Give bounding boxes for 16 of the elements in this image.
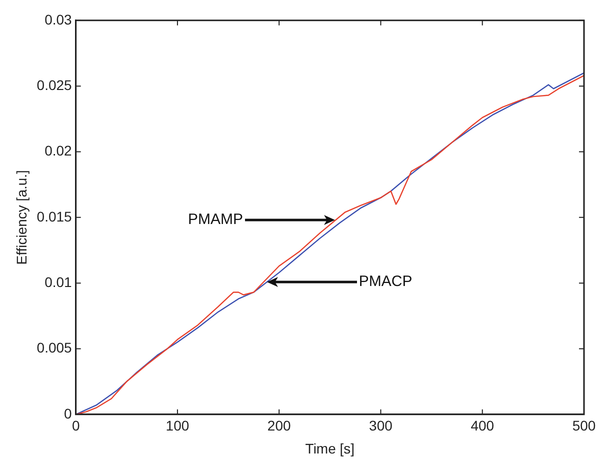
- x-tick-label: 300: [369, 418, 393, 434]
- y-tick-label: 0.02: [44, 142, 72, 159]
- x-tick-label: 400: [470, 418, 494, 434]
- y-axis-title: Efficiency [a.u.]: [13, 170, 30, 265]
- y-tick-label: 0.005: [36, 340, 72, 356]
- y-tick-label: 0.015: [36, 208, 72, 224]
- annotation: PMAMP: [188, 211, 243, 228]
- x-tick-label: 500: [572, 418, 596, 434]
- x-tick-label: 200: [267, 418, 291, 434]
- y-tick-label: 0: [64, 405, 72, 422]
- y-tick-label: 0.03: [44, 11, 72, 28]
- y-tick-label: 0.01: [44, 274, 72, 290]
- x-axis-title: Time [s]: [305, 440, 355, 456]
- x-tick-label: 100: [166, 418, 190, 434]
- y-tick-label: 0.025: [36, 76, 72, 93]
- annotation: PMACP: [358, 272, 412, 290]
